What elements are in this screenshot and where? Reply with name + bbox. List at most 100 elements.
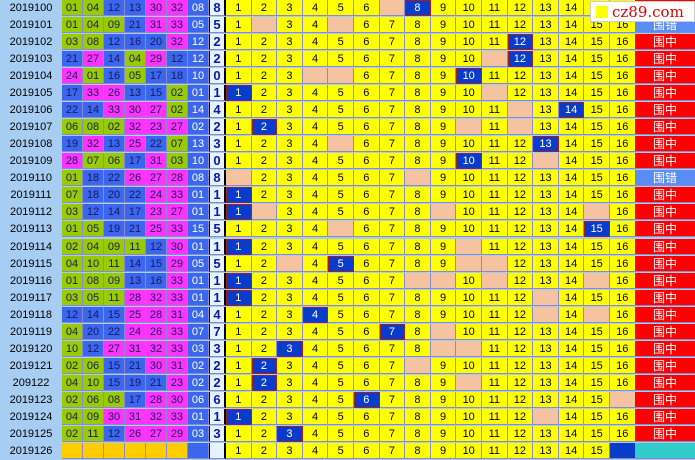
number-cell: 1	[226, 17, 252, 34]
number-cell: 16	[610, 425, 636, 442]
number-cell: 14	[558, 17, 585, 34]
blue-ball: 01	[188, 408, 209, 425]
number-cell: 14	[558, 238, 585, 255]
table-row: 2019117030511283233011123456789101112131…	[0, 289, 695, 307]
red-ball: 28	[146, 306, 167, 323]
indicator-digit: 5	[209, 17, 226, 34]
red-ball: 16	[104, 68, 125, 85]
number-cell: 3	[277, 442, 303, 459]
number-cell: 15	[584, 85, 610, 102]
number-cell: 16	[610, 323, 636, 340]
number-cell: 8	[405, 374, 431, 391]
red-ball: 11	[104, 289, 125, 306]
number-cell: 10	[456, 391, 482, 408]
red-ball: 02	[62, 238, 83, 255]
number-cell: 6	[354, 153, 380, 170]
number-cell: 13	[533, 391, 559, 408]
number-cell: 9	[430, 425, 457, 442]
number-cell: 2	[251, 0, 278, 16]
number-cell: 8	[405, 119, 431, 136]
excluded-number-cell: 9	[430, 340, 457, 357]
number-cell: 12	[507, 391, 534, 408]
number-cell: 6	[354, 170, 380, 187]
number-cell: 7	[379, 357, 406, 374]
excluded-number-cell: 10	[456, 374, 482, 391]
table-row: 2019103212714042912122123456789101112131…	[0, 51, 695, 68]
red-ball: 06	[83, 357, 104, 374]
number-cell: 13	[533, 68, 559, 85]
number-cell: 3	[277, 187, 303, 204]
number-cell: 15	[584, 323, 610, 340]
number-cell: 14	[558, 391, 585, 408]
red-ball: 26	[125, 170, 146, 187]
excluded-number-cell: 10	[456, 238, 482, 255]
red-ball: 23	[146, 204, 167, 221]
red-ball: 04	[83, 238, 104, 255]
number-cell: 4	[302, 0, 329, 16]
excluded-number-cell: 3	[277, 255, 303, 272]
number-cell: 4	[302, 51, 329, 68]
number-cell: 5	[328, 306, 354, 323]
excluded-number-cell: 13	[533, 153, 559, 170]
number-cell: 8	[405, 85, 431, 102]
number-cell: 10	[456, 323, 482, 340]
red-ball: 33	[167, 17, 188, 34]
red-ball: 02	[104, 119, 125, 136]
number-cell: 12	[507, 408, 534, 425]
number-cell: 8	[405, 442, 431, 459]
number-cell: 11	[482, 102, 508, 119]
number-cell: 12	[507, 85, 534, 102]
red-ball: 31	[146, 153, 167, 170]
number-cell: 2	[251, 102, 278, 119]
number-cell: 4	[302, 204, 329, 221]
number-cell: 7	[379, 272, 406, 289]
number-cell: 3	[277, 153, 303, 170]
number-cell: 1	[226, 255, 252, 272]
number-cell: 12	[507, 221, 534, 238]
number-cell: 7	[379, 204, 406, 221]
red-ball	[125, 442, 146, 459]
number-cell: 7	[379, 289, 406, 306]
number-cell: 2	[251, 51, 278, 68]
number-cell: 1	[226, 34, 252, 51]
number-cell: 15	[584, 51, 610, 68]
number-cell: 15	[584, 442, 610, 459]
number-cell: 2	[251, 306, 278, 323]
issue-number: 2019124	[0, 408, 62, 425]
red-ball: 27	[146, 102, 167, 119]
number-cell: 11	[482, 442, 508, 459]
number-cell: 16	[610, 153, 636, 170]
number-cell: 6	[354, 17, 380, 34]
red-ball: 16	[146, 272, 167, 289]
blue-ball: 10	[188, 153, 209, 170]
red-ball: 15	[146, 85, 167, 102]
table-row: 2019105173326131502011123456789101112131…	[0, 85, 695, 102]
number-cell: 10	[456, 170, 482, 187]
red-ball: 11	[125, 238, 146, 255]
indicator-digit: 4	[209, 102, 226, 119]
number-cell: 7	[379, 255, 406, 272]
blue-ball: 14	[188, 102, 209, 119]
red-ball: 12	[104, 425, 125, 442]
issue-number: 2019108	[0, 136, 62, 153]
red-ball: 15	[146, 255, 167, 272]
number-cell: 14	[558, 0, 585, 16]
number-cell: 15	[584, 340, 610, 357]
number-cell: 13	[533, 425, 559, 442]
number-cell: 4	[302, 442, 329, 459]
number-cell: 1	[226, 323, 252, 340]
number-cell: 14	[558, 357, 585, 374]
number-cell: 5	[328, 0, 354, 16]
hit-number-cell: 1	[226, 408, 252, 425]
hit-number-cell: 12	[507, 51, 534, 68]
indicator-digit: 1	[209, 408, 226, 425]
indicator-digit: 1	[209, 187, 226, 204]
number-cell: 5	[328, 289, 354, 306]
number-cell: 6	[354, 85, 380, 102]
number-cell: 12	[507, 0, 534, 16]
result-badge: 围中	[635, 289, 695, 306]
table-row: 2019120101227313233033123456789101112131…	[0, 340, 695, 358]
red-ball: 04	[62, 255, 83, 272]
number-cell: 9	[430, 357, 457, 374]
number-cell: 11	[482, 136, 508, 153]
